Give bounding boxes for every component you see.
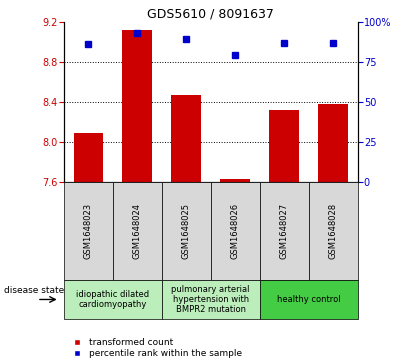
Bar (113, 182, 162, 280)
Bar (171, 95, 201, 182)
Text: pulmonary arterial
hypertension with
BMPR2 mutation: pulmonary arterial hypertension with BMP… (171, 285, 250, 314)
Text: healthy control: healthy control (277, 295, 340, 304)
Legend: transformed count, percentile rank within the sample: transformed count, percentile rank withi… (68, 338, 242, 359)
Bar (74, 132, 103, 182)
Text: GSM1648028: GSM1648028 (328, 203, 337, 258)
Bar (309, 182, 358, 280)
Text: GSM1648024: GSM1648024 (133, 203, 142, 258)
Bar (319, 103, 348, 182)
Text: disease state: disease state (4, 286, 65, 295)
Text: GSM1648026: GSM1648026 (231, 203, 240, 258)
Text: GSM1648025: GSM1648025 (182, 203, 191, 258)
Bar (270, 110, 299, 182)
Bar (162, 280, 260, 319)
Bar (211, 182, 260, 280)
Bar (64, 182, 113, 280)
Bar (260, 280, 358, 319)
Bar (122, 30, 152, 181)
Bar (220, 179, 250, 182)
Text: GSM1648027: GSM1648027 (279, 203, 289, 258)
Text: GSM1648023: GSM1648023 (84, 203, 93, 258)
Bar (64, 280, 162, 319)
Text: idiopathic dilated
cardiomyopathy: idiopathic dilated cardiomyopathy (76, 290, 149, 309)
Bar (260, 182, 309, 280)
Title: GDS5610 / 8091637: GDS5610 / 8091637 (147, 8, 274, 21)
Bar (162, 182, 211, 280)
